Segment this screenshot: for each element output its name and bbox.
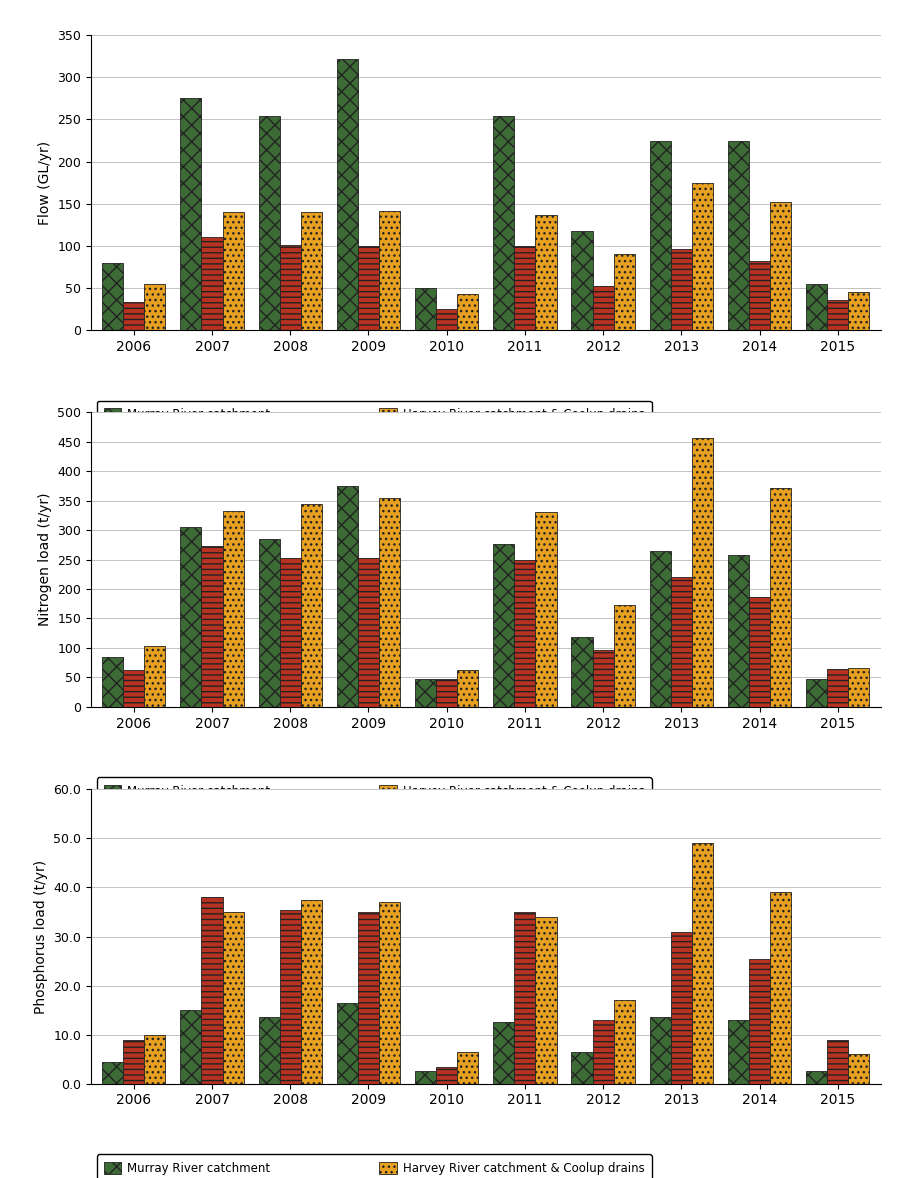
Bar [102,656,123,707]
Bar [259,538,280,707]
Bar [181,99,202,330]
Bar [770,201,791,330]
Y-axis label: Nitrogen load (t/yr): Nitrogen load (t/yr) [37,492,52,627]
Bar [379,902,400,1084]
Bar [123,1040,144,1084]
Bar [144,284,165,330]
Bar [458,669,479,707]
Bar [671,932,692,1084]
Bar [593,286,614,330]
Bar [514,246,536,330]
Bar [692,843,713,1084]
Bar [692,437,713,707]
Bar [301,900,322,1084]
Bar [493,1023,514,1084]
Bar [749,597,770,707]
Bar [280,909,301,1084]
Bar [749,260,770,330]
Bar [181,1010,202,1084]
Bar [415,679,436,707]
Bar [379,211,400,330]
Bar [614,605,635,707]
Bar [848,1054,870,1084]
Bar [571,231,593,330]
Bar [222,511,243,707]
Bar [181,528,202,707]
Bar [337,1002,358,1084]
Bar [259,1018,280,1084]
Y-axis label: Phosphorus load (t/yr): Phosphorus load (t/yr) [34,860,47,1013]
Bar [806,1072,827,1084]
Bar [259,117,280,330]
Bar [728,141,749,330]
Bar [614,254,635,330]
Legend: Murray River catchment, Serpentine River catchment & Mandurah, Harvey River catc: Murray River catchment, Serpentine River… [97,401,652,446]
Bar [358,912,379,1084]
Bar [827,1040,848,1084]
Bar [280,557,301,707]
Y-axis label: Flow (GL/yr): Flow (GL/yr) [37,140,52,225]
Bar [728,1020,749,1084]
Bar [415,1072,436,1084]
Legend: Murray River catchment, Serpentine River catchment & Mandurah, Harvey River catc: Murray River catchment, Serpentine River… [97,1154,652,1178]
Bar [571,1052,593,1084]
Bar [337,485,358,707]
Bar [571,637,593,707]
Bar [671,249,692,330]
Bar [144,646,165,707]
Bar [671,577,692,707]
Bar [102,264,123,330]
Bar [536,916,557,1084]
Bar [536,216,557,330]
Bar [649,140,671,330]
Bar [436,1066,458,1084]
Bar [593,1020,614,1084]
Bar [436,309,458,330]
Bar [827,299,848,330]
Bar [493,117,514,330]
Bar [806,679,827,707]
Bar [337,59,358,330]
Bar [848,668,870,707]
Bar [202,237,222,330]
Bar [827,669,848,707]
Bar [848,292,870,330]
Bar [102,1061,123,1084]
Bar [649,1018,671,1084]
Bar [301,504,322,707]
Bar [202,898,222,1084]
Bar [144,1034,165,1084]
Bar [593,649,614,707]
Bar [493,544,514,707]
Bar [301,212,322,330]
Bar [358,558,379,707]
Bar [415,287,436,330]
Bar [123,302,144,330]
Bar [123,669,144,707]
Bar [458,1052,479,1084]
Bar [514,560,536,707]
Bar [806,284,827,330]
Bar [649,551,671,707]
Bar [614,1000,635,1084]
Bar [222,212,243,330]
Bar [379,498,400,707]
Bar [358,246,379,330]
Legend: Murray River catchment, Serpentine River catchment & Mandurah, Harvey River catc: Murray River catchment, Serpentine River… [97,777,652,823]
Bar [458,293,479,330]
Bar [202,545,222,707]
Bar [536,512,557,707]
Bar [436,679,458,707]
Bar [280,245,301,330]
Bar [770,893,791,1084]
Bar [770,488,791,707]
Bar [692,183,713,330]
Bar [222,912,243,1084]
Bar [728,555,749,707]
Bar [514,912,536,1084]
Bar [749,959,770,1084]
